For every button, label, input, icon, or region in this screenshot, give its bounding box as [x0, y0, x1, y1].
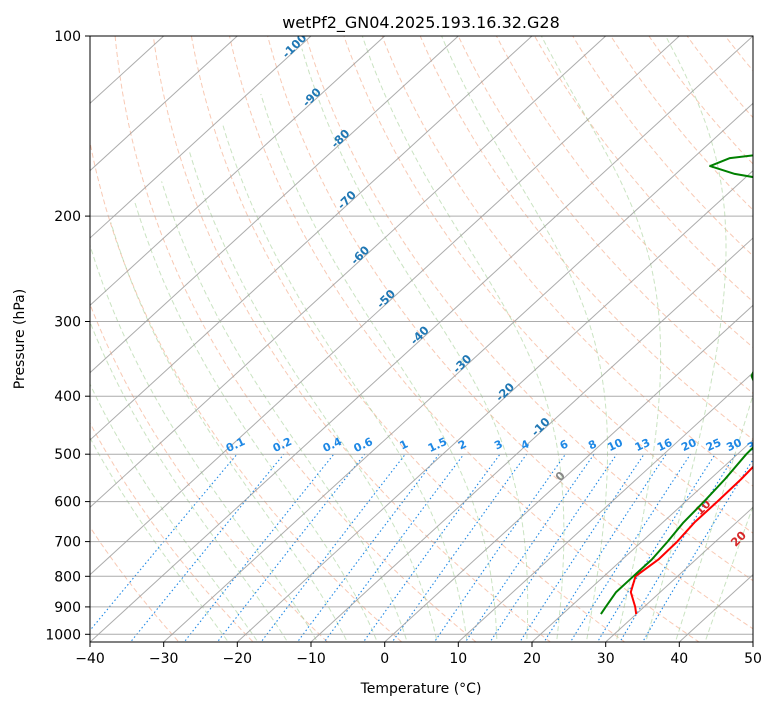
y-tick-label: 700 [54, 535, 81, 551]
isotherm-line [163, 102, 753, 642]
isotherm-line [457, 371, 753, 642]
isotherm-line [90, 36, 238, 172]
moist-adiabat [90, 383, 259, 642]
x-tick-label: 0 [380, 651, 389, 667]
dry-adiabat [190, 36, 626, 642]
dewpoint-profile [600, 154, 753, 615]
dry-adiabat [90, 422, 254, 642]
y-tick-label: 400 [54, 389, 81, 405]
mixing-ratio-label: 30 [724, 436, 744, 454]
dry-adiabat [90, 302, 329, 642]
dry-adiabat [90, 526, 180, 642]
isotherm-line [90, 36, 386, 307]
x-tick-label: −40 [75, 651, 105, 667]
x-tick-label: −30 [149, 651, 179, 667]
dry-adiabat [305, 36, 753, 582]
y-tick-label: 200 [54, 209, 81, 225]
moist-adiabat [161, 181, 408, 642]
plot-frame [89, 35, 754, 643]
mixing-ratio-label: 13 [633, 436, 652, 454]
isotherm-line [90, 36, 312, 239]
y-tick-label: 500 [54, 447, 81, 463]
x-tick-label: 40 [670, 651, 688, 667]
dry-adiabat [152, 36, 552, 642]
mixing-ratio-label: 20 [679, 436, 699, 454]
y-tick-label: 1000 [45, 627, 81, 643]
isotherm-line [90, 36, 607, 509]
isotherm-line [236, 169, 753, 642]
mixing-ratio-line [362, 453, 501, 642]
moist-adiabat [90, 243, 319, 642]
dry-adiabat [343, 36, 753, 534]
sounding-profiles [600, 154, 753, 615]
mixing-ratio-line [183, 453, 335, 642]
isotherm-line [310, 237, 753, 642]
moist-adiabat [645, 36, 727, 642]
y-tick-label: 300 [54, 315, 81, 331]
moist-adiabat [301, 48, 529, 642]
isotherm-line [90, 36, 680, 576]
y-tick-label: 900 [54, 600, 81, 616]
moist-adiabat [441, 36, 608, 642]
mixing-ratio-line [216, 453, 366, 642]
dry-adiabat [228, 36, 700, 642]
x-tick-label: 50 [744, 651, 762, 667]
x-tick-label: −10 [296, 651, 326, 667]
y-axis-label: Pressure (hPa) [12, 289, 28, 389]
y-axis: 100 200 300 400 500 600 700 800 900 1000 [45, 29, 90, 643]
dry-adiabat [419, 36, 753, 441]
mixing-ratio-line [464, 453, 595, 642]
mixing-ratio-line [519, 453, 645, 642]
mixing-ratio-line [489, 453, 618, 642]
y-tick-label: 600 [54, 495, 81, 511]
x-tick-label: 10 [449, 651, 467, 667]
x-tick-label: 30 [597, 651, 615, 667]
background-lines [90, 36, 753, 642]
mixing-ratio-label: 10 [606, 436, 626, 454]
x-tick-label: −20 [223, 651, 253, 667]
mixing-ratio-label: 25 [704, 436, 723, 454]
y-tick-label: 800 [54, 569, 81, 585]
isotherm-line [384, 304, 753, 642]
y-tick-label: 100 [54, 29, 81, 45]
mixing-ratio-line [619, 453, 737, 642]
mixing-ratio-label: 36 [745, 436, 765, 454]
dry-adiabat [495, 36, 753, 349]
moist-adiabat [90, 320, 289, 642]
chart-title: wetPf2_GN04.2025.193.16.32.G28 [282, 13, 560, 33]
mixing-ratio-label: 16 [655, 436, 675, 454]
moist-adiabat [674, 393, 753, 642]
isotherm-line [531, 439, 753, 642]
mixing-ratio-line [433, 453, 566, 642]
dry-adiabat [267, 36, 753, 630]
mixing-ratio-line [543, 453, 667, 642]
x-axis-label: Temperature (°C) [360, 681, 482, 697]
isotherm-line [605, 506, 753, 642]
isotherm-line [90, 36, 533, 441]
moist-adiabat [134, 202, 378, 642]
mixing-ratio-line [323, 453, 465, 642]
moist-adiabat [90, 436, 229, 642]
isotherm-line [90, 36, 753, 642]
isotherm-line [90, 36, 459, 374]
x-axis: −40 −30 −20 −10 0 10 20 30 40 50 [75, 642, 762, 667]
temperature-profile [629, 465, 753, 615]
mixing-ratio-line [569, 453, 691, 642]
moist-adiabat [110, 222, 348, 642]
moist-adiabat [540, 36, 662, 642]
x-tick-label: 20 [523, 651, 541, 667]
dry-adiabat [90, 139, 403, 642]
dry-adiabat [114, 36, 477, 642]
